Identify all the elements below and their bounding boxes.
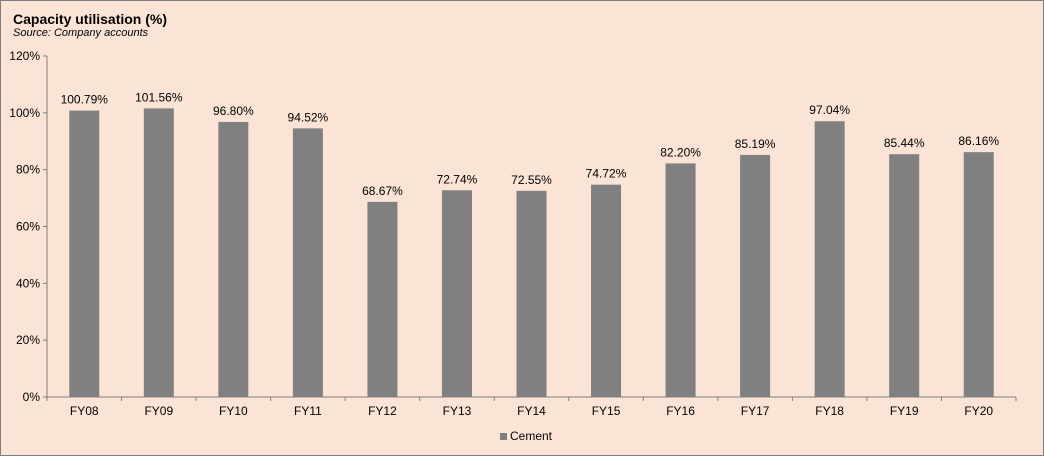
data-label: 96.80% xyxy=(213,104,254,118)
data-label: 74.72% xyxy=(586,167,627,181)
y-tick-label: 20% xyxy=(16,333,40,347)
x-tick-label: FY16 xyxy=(666,404,695,418)
bar-fy09 xyxy=(143,108,174,397)
x-tick-label: FY10 xyxy=(219,404,248,418)
data-label: 72.55% xyxy=(511,173,552,187)
y-tick-label: 60% xyxy=(16,220,40,234)
bar-fy10 xyxy=(218,121,249,397)
x-axis: FY08 FY09 FY10 FY11 FY12 FY13 FY14 FY15 FY16 FY17… xyxy=(46,396,1017,418)
chart-subtitle: Source: Company accounts xyxy=(13,27,149,39)
data-labels: 100.79% 101.56% 96.80% 94.52% 68.67% 72.74% 72… xyxy=(61,90,1000,197)
y-axis: 0% 20% 40% 60% 80% 100% 120% xyxy=(9,49,48,404)
y-tick-label: 80% xyxy=(16,163,40,177)
x-tick-label: FY15 xyxy=(592,404,621,418)
data-label: 101.56% xyxy=(135,90,183,104)
x-tick-label: FY08 xyxy=(70,404,99,418)
x-tick-label: FY18 xyxy=(815,404,844,418)
x-tick-label: FY13 xyxy=(443,404,472,418)
bar-fy16 xyxy=(665,163,696,397)
bar-fy08 xyxy=(69,110,100,398)
data-label: 94.52% xyxy=(288,110,329,124)
data-label: 85.19% xyxy=(735,137,776,151)
data-label: 72.74% xyxy=(437,172,478,186)
data-label: 82.20% xyxy=(660,145,701,159)
x-tick-label: FY09 xyxy=(144,404,173,418)
y-tick-label: 0% xyxy=(23,390,41,404)
data-label: 97.04% xyxy=(809,103,850,117)
bar-fy18 xyxy=(814,121,845,398)
bar-fy14 xyxy=(516,190,547,397)
legend-label-cement: Cement xyxy=(510,429,553,443)
legend: Cement xyxy=(500,429,552,443)
bar-fy19 xyxy=(889,154,920,397)
bar-fy20 xyxy=(963,152,994,397)
bar-fy12 xyxy=(367,201,398,397)
data-label: 100.79% xyxy=(61,93,109,107)
data-label: 68.67% xyxy=(362,184,403,198)
y-tick-label: 100% xyxy=(9,106,40,120)
data-label: 85.44% xyxy=(884,136,925,150)
y-tick-label: 120% xyxy=(9,49,40,63)
chart-title: Capacity utilisation (%) xyxy=(13,11,168,27)
data-label: 86.16% xyxy=(958,134,999,148)
bar-fy11 xyxy=(292,128,323,397)
bar-fy15 xyxy=(591,184,622,397)
x-tick-label: FY20 xyxy=(964,404,993,418)
x-tick-label: FY11 xyxy=(294,404,322,418)
legend-swatch-cement xyxy=(500,432,507,440)
bar-fy13 xyxy=(441,190,472,397)
x-tick-label: FY14 xyxy=(517,404,546,418)
x-tick-label: FY12 xyxy=(368,404,397,418)
bars xyxy=(69,108,994,398)
x-tick-label: FY17 xyxy=(741,404,770,418)
bar-fy17 xyxy=(740,154,771,397)
x-tick-label: FY19 xyxy=(890,404,919,418)
y-tick-label: 40% xyxy=(16,276,40,290)
